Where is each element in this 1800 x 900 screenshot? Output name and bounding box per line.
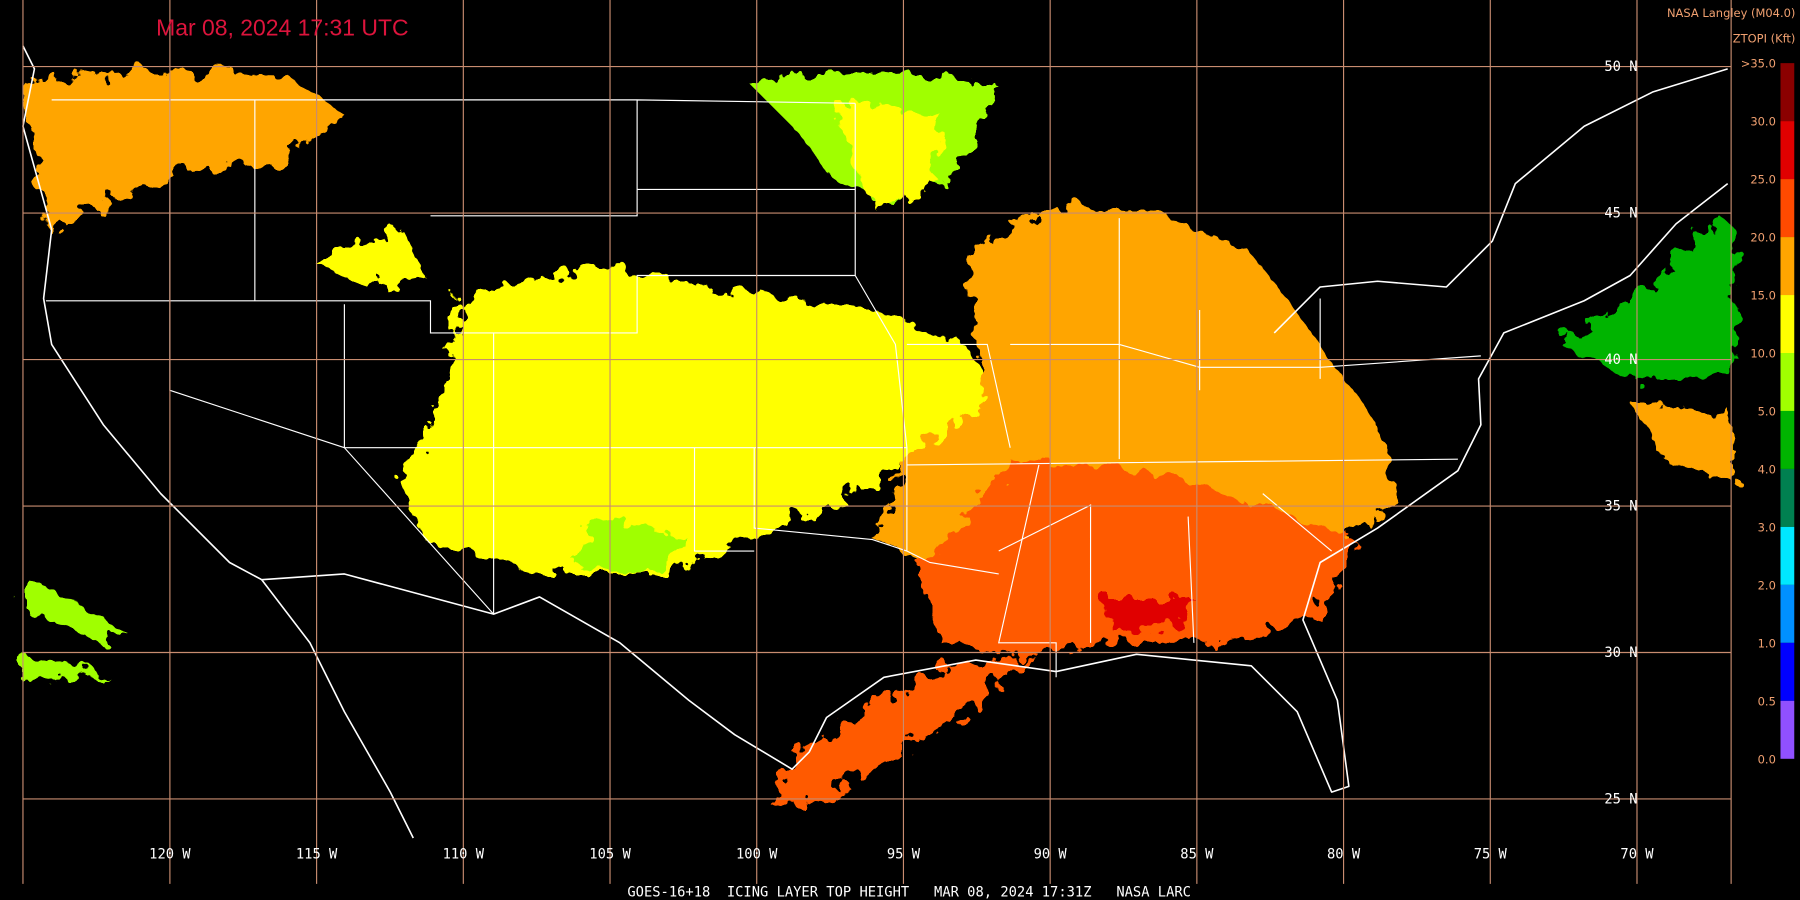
colorbar-label: 2.0	[1758, 578, 1776, 592]
longitude-label: 95 W	[887, 847, 921, 863]
colorbar-label: 4.0	[1758, 463, 1776, 477]
cloud-layer	[22, 68, 1736, 810]
latitude-label: 50 N	[1604, 59, 1637, 75]
colorbar-segment	[1780, 63, 1795, 122]
source-label: NASA Langley (M04.0)	[1667, 6, 1795, 20]
colorbar: >35.0 30.0 25.0 20.0 15.0 10.0 5.0 4.0 3.0 2.0 1.0…	[1741, 57, 1795, 766]
colorbar-label: 1.0	[1758, 636, 1776, 650]
cloud-green	[573, 516, 689, 574]
longitude-label: 105 W	[589, 847, 631, 863]
longitude-label: 85 W	[1180, 847, 1214, 863]
product-label: ZTOPI (Kft)	[1733, 31, 1796, 45]
cloud-central	[401, 264, 1011, 574]
colorbar-label: 0.5	[1758, 694, 1776, 708]
cloud-south	[918, 459, 1355, 655]
title: Mar 08, 2024 17:31 UTC	[156, 15, 408, 41]
cloud-atlantic	[1561, 218, 1736, 379]
colorbar-label: 25.0	[1750, 173, 1776, 187]
colorbar-label: 3.0	[1758, 521, 1776, 535]
cloud-nw	[22, 71, 345, 230]
longitude-label: 120 W	[149, 847, 191, 863]
cloud-red	[1102, 596, 1194, 632]
latitude-label: 25 N	[1604, 792, 1637, 808]
colorbar-segment	[1780, 526, 1795, 585]
colorbar-segment	[1780, 468, 1795, 527]
colorbar-label: 0.0	[1758, 752, 1776, 766]
colorbar-label: 30.0	[1750, 115, 1776, 129]
outlines	[22, 45, 1729, 839]
longitude-label: 80 W	[1327, 847, 1361, 863]
colorbar-label: >35.0	[1741, 57, 1776, 71]
longitude-label: 75 W	[1474, 847, 1508, 863]
colorbar-label: 15.0	[1750, 289, 1776, 303]
cloud-north-core	[838, 103, 942, 207]
graticule: 120 W 115 W 110 W 105 W 100 W 95 W 90 W 85 W 80 …	[22, 0, 1732, 884]
cloud-pacific	[22, 573, 127, 684]
cloud-atlantic-south	[1630, 401, 1734, 483]
colorbar-segment	[1780, 352, 1795, 411]
colorbar-segment	[1780, 584, 1795, 643]
footer: GOES-16+18 ICING LAYER TOP HEIGHT MAR 08…	[627, 885, 1191, 900]
latitude-label: 30 N	[1604, 645, 1637, 661]
colorbar-segment	[1780, 237, 1795, 296]
longitude-label: 110 W	[443, 847, 485, 863]
longitude-label: 115 W	[296, 847, 338, 863]
colorbar-segment	[1780, 295, 1795, 353]
state-borders	[45, 99, 1481, 678]
longitude-label: 100 W	[736, 847, 778, 863]
coastline	[22, 45, 1729, 839]
colorbar-label: 5.0	[1758, 405, 1776, 419]
colorbar-label: 20.0	[1750, 231, 1776, 245]
longitude-label: 90 W	[1034, 847, 1068, 863]
colorbar-segment	[1780, 179, 1795, 238]
colorbar-segment	[1780, 642, 1795, 701]
colorbar-segment	[1780, 410, 1795, 469]
cloud-gulf	[769, 654, 1034, 810]
colorbar-segment	[1780, 121, 1795, 180]
latitude-label: 45 N	[1604, 206, 1637, 222]
latitude-label: 40 N	[1604, 352, 1637, 368]
colorbar-label: 10.0	[1750, 347, 1776, 361]
latitude-label: 35 N	[1604, 499, 1637, 515]
colorbar-segment	[1780, 700, 1795, 759]
longitude-label: 70 W	[1620, 847, 1654, 863]
cloud-west	[309, 229, 425, 287]
